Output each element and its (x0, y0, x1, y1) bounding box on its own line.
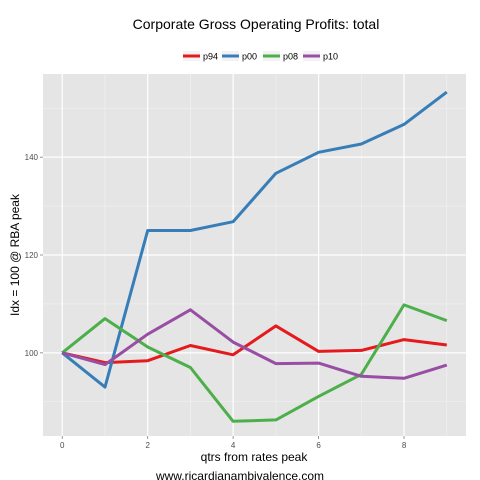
legend: p94 p00 p08 p10 (183, 51, 338, 62)
y-axis-title: Idx = 100 @ RBA peak (8, 193, 22, 316)
x-tick-label: 4 (231, 441, 236, 450)
legend-label-p08: p08 (283, 52, 298, 62)
series-line-p10 (61, 308, 448, 380)
y-tick-label: 140 (25, 153, 39, 162)
x-tick-label: 8 (402, 441, 407, 450)
y-tick-label: 100 (25, 349, 39, 358)
x-tick-label: 0 (60, 441, 65, 450)
footer-url: www.ricardianambivalence.com (155, 469, 324, 480)
series-lines (61, 90, 448, 423)
x-tick-label: 2 (145, 441, 150, 450)
chart-title: Corporate Gross Operating Profits: total (133, 16, 380, 32)
series-line-p00 (61, 90, 448, 389)
x-axis-ticks: 0 2 4 6 8 (60, 436, 407, 450)
y-tick-label: 120 (25, 251, 39, 260)
x-tick-label: 6 (316, 441, 321, 450)
x-axis-title: qtrs from rates peak (201, 450, 309, 464)
legend-label-p94: p94 (203, 52, 218, 62)
legend-label-p10: p10 (323, 52, 338, 62)
y-axis-ticks: 100 120 140 (25, 153, 43, 358)
series-line-p94 (61, 324, 447, 365)
legend-label-p00: p00 (242, 52, 257, 62)
series-line-p08 (61, 303, 448, 423)
